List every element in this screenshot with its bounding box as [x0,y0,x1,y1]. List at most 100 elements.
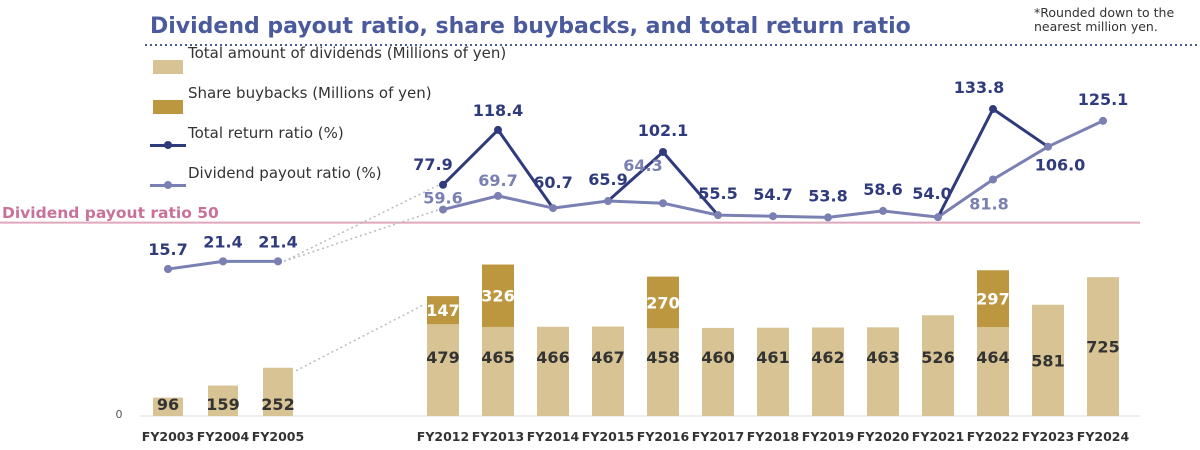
buyback-bar [482,264,514,327]
dividend-value-label: 460 [701,348,734,367]
buyback-bar [977,270,1009,328]
total-return-value-label: 125.1 [1078,90,1129,109]
x-tick-label: FY2012 [417,429,469,444]
total-return-value-label: 133.8 [954,78,1005,97]
dividend-value-label: 159 [206,395,239,414]
payout-marker [989,175,997,184]
dividend-value-label: 465 [481,348,514,367]
dividend-value-label: 466 [536,348,569,367]
total-return-marker [494,125,502,134]
y-axis-zero-label: 0 [116,408,123,421]
total-return-value-label: 65.9 [588,170,627,189]
x-tick-label: FY2013 [472,429,524,444]
dividend-value-label: 463 [866,348,899,367]
payout-value-label: 59.6 [423,189,462,208]
x-tick-label: FY2004 [197,429,250,444]
payout-marker [604,197,612,206]
buyback-bar [647,276,679,329]
total-return-value-label: 58.6 [863,180,902,199]
payout-marker [769,212,777,221]
legend-item-total-return: Total return ratio (%) [150,124,550,149]
legend-item-dividends: Total amount of dividends (Millions of y… [150,44,550,74]
payout-marker [549,204,557,213]
x-tick-label: FY2003 [142,429,194,444]
dividend-value-label: 526 [921,348,954,367]
dividend-bar [977,327,1009,416]
total-return-value-label: 21.4 [258,232,297,251]
dividend-bar [427,324,459,416]
payout-marker [1099,116,1107,125]
payout-marker [879,206,887,215]
total-return-value-label: 77.9 [413,155,452,174]
dividend-bar [153,397,183,416]
payout-value-label: 69.7 [478,171,517,190]
total-return-marker [439,180,447,189]
legend-label-payout: Dividend payout ratio (%) [188,164,382,182]
payout-value-label: 81.8 [969,194,1008,213]
legend-label-buybacks: Share buybacks (Millions of yen) [188,84,432,102]
x-tick-label: FY2020 [857,429,910,444]
x-tick-label: FY2014 [527,429,580,444]
x-tick-label: FY2024 [1077,429,1130,444]
x-tick-label: FY2015 [582,429,634,444]
dividend-value-label: 462 [811,348,844,367]
dividend-value-label: 464 [976,348,1009,367]
payout-marker [659,199,667,208]
total-return-marker [659,147,667,156]
dividend-bar [867,327,899,416]
dividend-bar [702,327,734,416]
total-return-marker [989,105,997,114]
payout-marker [494,191,502,200]
gap-connector-payout [283,208,440,263]
total-return-value-label: 54.7 [753,185,792,204]
dividend-bar [482,326,514,416]
payout-marker [934,213,942,222]
total-return-marker-icon [164,141,172,149]
reference-line-label: Dividend payout ratio 50 [2,204,219,222]
dividend-bar [922,315,954,416]
legend-item-payout: Dividend payout ratio (%) [150,164,550,189]
x-tick-label: FY2005 [252,429,304,444]
dividend-value-label: 581 [1031,351,1064,370]
gap-connector-total [283,184,440,263]
total-return-value-label: 60.7 [533,173,572,192]
gap-connector-bars [295,303,426,372]
payout-value-label: 64.3 [623,156,662,175]
total-return-marker [219,257,227,266]
x-tick-label: FY2018 [747,429,799,444]
dividend-bar [1032,304,1064,416]
dividend-bar [537,326,569,416]
buyback-bar [427,296,459,325]
x-tick-label: FY2019 [802,429,854,444]
dividend-value-label: 96 [157,395,179,414]
total-return-marker [164,265,172,274]
total-return-value-label: 102.1 [638,121,689,140]
dividends-swatch-icon [153,60,183,74]
legend-item-buybacks: Share buybacks (Millions of yen) [150,84,550,114]
buybacks-swatch-icon [153,100,183,114]
buyback-value-label: 326 [481,287,514,306]
legend-label-dividends: Total amount of dividends (Millions of y… [188,44,507,62]
chart-title: Dividend payout ratio, share buybacks, a… [150,14,911,39]
dividend-value-label: 479 [426,348,459,367]
payout-marker [439,205,447,214]
total-return-value-label: 21.4 [203,232,242,251]
legend-label-total-return: Total return ratio (%) [188,124,344,142]
payout-marker [1044,142,1052,151]
x-tick-label: FY2016 [637,429,690,444]
dividend-bar [592,326,624,416]
payout-marker [824,213,832,222]
dividend-bar [647,328,679,416]
buyback-value-label: 147 [426,301,459,320]
dividend-value-label: 458 [646,348,679,367]
payout-marker-icon [164,181,172,189]
x-tick-label: FY2022 [967,429,1019,444]
x-tick-label: FY2023 [1022,429,1074,444]
total-return-value-label: 15.7 [148,240,187,259]
rounding-note: *Rounded down to the nearest million yen… [1034,5,1175,34]
dividend-value-label: 725 [1086,338,1119,357]
x-tick-label: FY2021 [912,429,964,444]
buyback-value-label: 270 [646,293,679,312]
payout-marker [714,211,722,220]
